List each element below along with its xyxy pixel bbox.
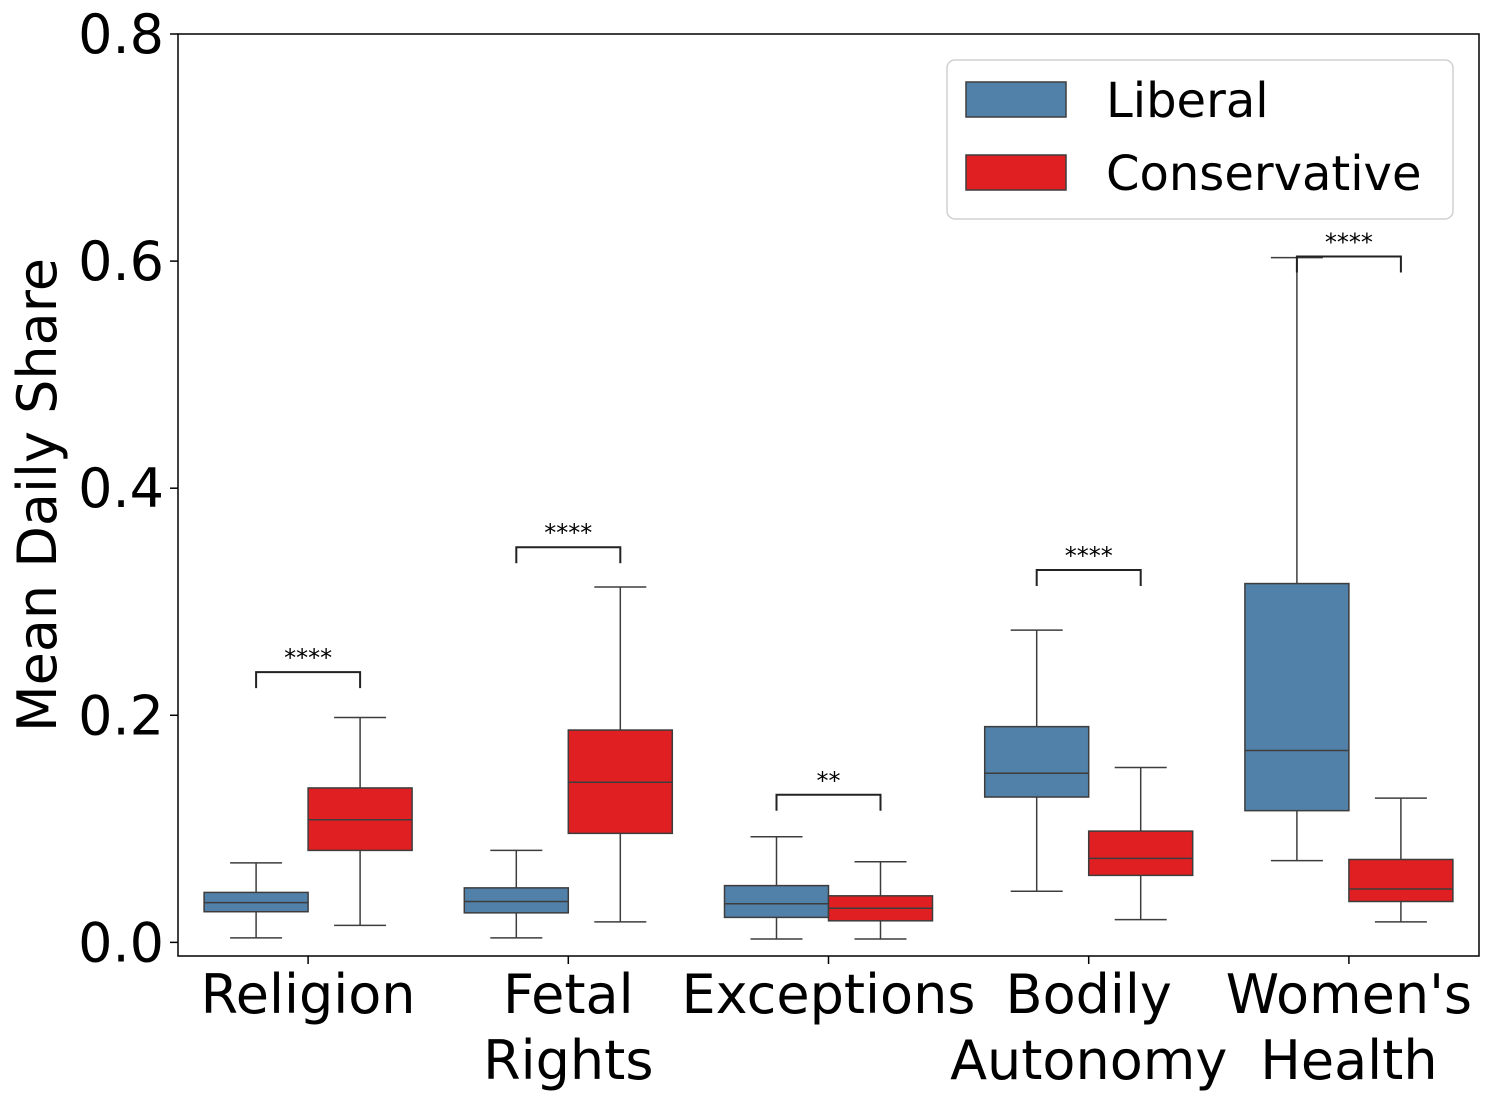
significance-bracket	[515, 546, 622, 564]
legend-frame	[946, 59, 1454, 220]
significance-fetal-rights: ****	[515, 519, 622, 564]
y-axis-title: Mean Daily Share	[6, 258, 69, 732]
box-liberal-bodily-autonomy	[983, 629, 1090, 893]
y-axis: 0.0 0.2 0.4 0.6 0.8	[78, 3, 178, 974]
legend: Liberal Conservative	[946, 59, 1454, 220]
significance-religion: ****	[255, 644, 362, 689]
iqr-box	[1087, 830, 1194, 877]
x-tick-label-bodily-autonomy: Bodily	[1006, 963, 1172, 1026]
significance-women-s-health: ****	[1295, 229, 1402, 273]
iqr-box	[1348, 858, 1454, 903]
significance-label: ****	[544, 519, 592, 547]
box-conservative-religion	[307, 716, 413, 927]
legend-swatch-liberal	[965, 81, 1067, 118]
x-tick-label-women-s-health: Women's	[1226, 963, 1472, 1026]
legend-swatch-conservative	[965, 154, 1067, 191]
box-conservative-women-s-health	[1348, 797, 1454, 923]
iqr-box	[983, 725, 1090, 798]
significance-bracket	[775, 793, 882, 811]
legend-label-conservative: Conservative	[1106, 146, 1422, 202]
legend-label-liberal: Liberal	[1106, 73, 1269, 129]
x-tick-label-exceptions: Exceptions	[682, 963, 976, 1026]
significance-exceptions: **	[775, 767, 882, 811]
significance-label: ****	[1325, 229, 1373, 257]
box-liberal-fetal-rights	[463, 849, 570, 939]
y-tick-label: 0.0	[78, 911, 164, 974]
significance-label: **	[817, 767, 841, 795]
significance-bodily-autonomy: ****	[1035, 542, 1142, 586]
significance-bracket	[1035, 568, 1142, 586]
iqr-box	[723, 884, 830, 919]
iqr-box	[1244, 582, 1350, 812]
box-conservative-bodily-autonomy	[1087, 766, 1194, 921]
iqr-box	[463, 887, 570, 914]
significance-bracket	[255, 671, 362, 689]
significance-bracket	[1295, 255, 1402, 273]
x-tick-label-bodily-autonomy: Autonomy	[950, 1029, 1227, 1092]
box-liberal-women-s-health	[1244, 256, 1350, 862]
significance-label: ****	[1065, 542, 1113, 570]
box-conservative-exceptions	[827, 861, 934, 940]
x-tick-label-women-s-health: Health	[1260, 1029, 1437, 1092]
x-tick-label-fetal-rights: Rights	[483, 1029, 653, 1092]
box-conservative-fetal-rights	[567, 586, 674, 923]
x-tick-label-religion: Religion	[201, 963, 416, 1026]
y-tick-label: 0.6	[78, 230, 164, 293]
significance-label: ****	[284, 644, 332, 672]
box-liberal-exceptions	[723, 836, 830, 940]
y-tick-label: 0.8	[78, 3, 164, 66]
y-tick-label: 0.2	[78, 684, 164, 747]
box-liberal-religion	[203, 862, 309, 939]
x-tick-label-fetal-rights: Fetal	[503, 963, 634, 1026]
plot-content: ******************	[203, 229, 1454, 940]
y-tick-label: 0.4	[78, 457, 164, 520]
